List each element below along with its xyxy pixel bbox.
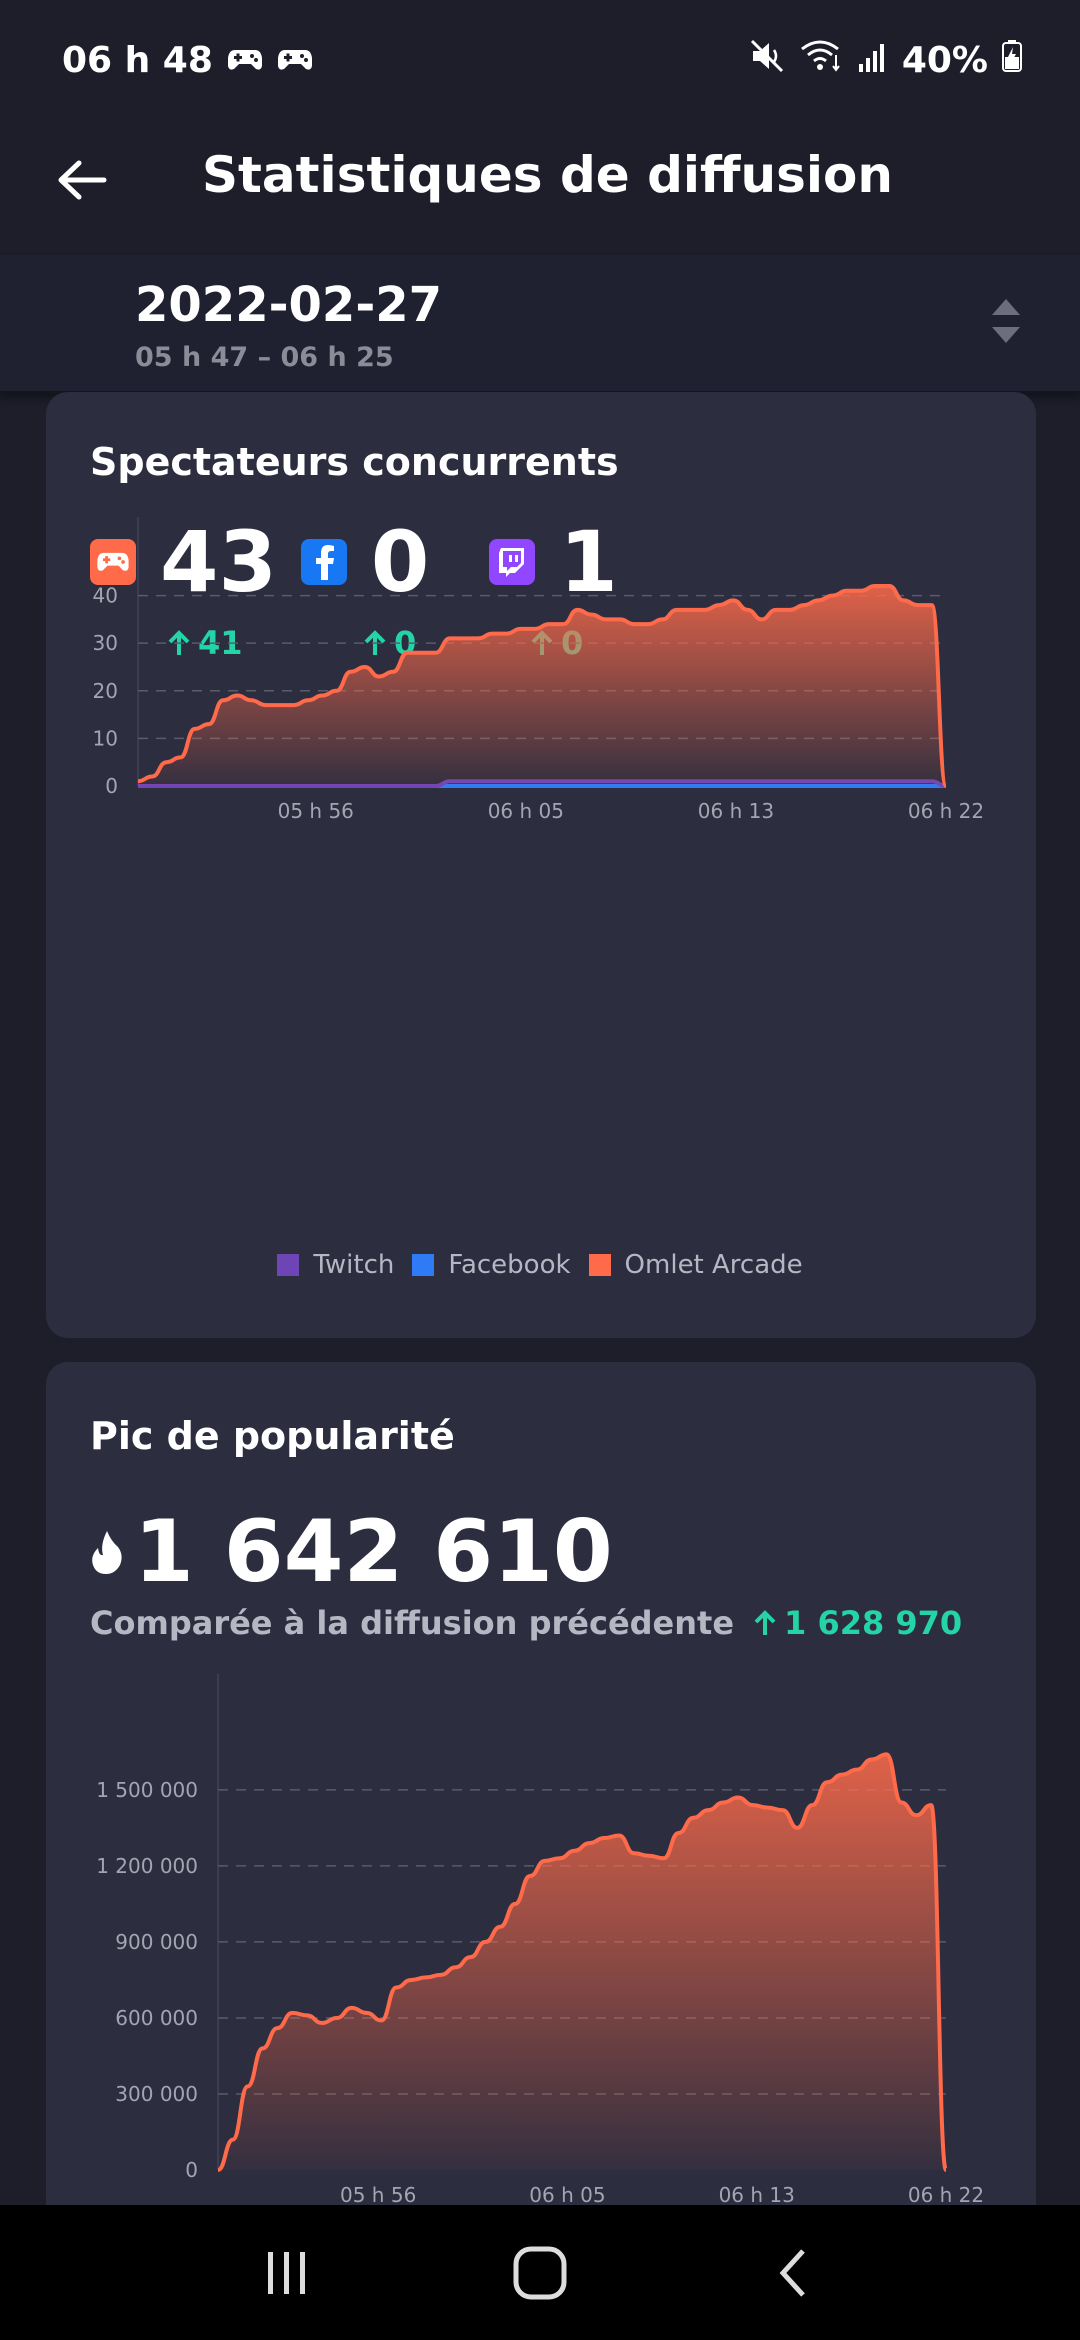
concurrent-viewers-card: Spectateurs concurrents 43 0 1 41 0 (46, 392, 1036, 1338)
omlet-viewer-count: 43 (160, 513, 277, 611)
date-selector[interactable]: 2022-02-27 05 h 47 – 06 h 25 (0, 255, 1080, 393)
legend-item-omlet[interactable]: Omlet Arcade (588, 1250, 803, 1280)
legend-label: Twitch (313, 1250, 395, 1280)
legend-swatch (588, 1254, 611, 1276)
home-icon (513, 2246, 567, 2299)
card-title: Spectateurs concurrents (90, 440, 619, 484)
y-tick-label: 0 (185, 2158, 198, 2182)
legend-item-facebook[interactable]: Facebook (412, 1250, 571, 1280)
status-left: 06 h 48 (62, 40, 313, 81)
concurrent-viewers-chart: 0 10 20 30 40 05 h 56 06 h 05 06 h 13 06 h 22 (93, 517, 984, 823)
series-area (138, 586, 946, 786)
gamepad-icon (277, 40, 313, 81)
card-title: Pic de popularité (90, 1414, 455, 1458)
facebook-count: 0 (300, 513, 430, 611)
home-button[interactable] (500, 2233, 580, 2313)
facebook-viewer-count: 0 (370, 513, 430, 611)
arrow-up-icon (168, 630, 190, 655)
status-bar: 06 h 48 40% (0, 0, 1080, 120)
x-tick-label: 06 h 22 (908, 799, 984, 823)
omlet-arcade-icon (90, 539, 136, 585)
signal-icon (858, 40, 888, 81)
popularity-peak-card: Pic de popularité 1 642 610 Comparée à l… (46, 1362, 1036, 2340)
y-tick-label: 1 200 000 (96, 1854, 198, 1878)
popularity-chart: 0 300 000 600 000 900 000 1 200 000 1 500 000… (96, 1674, 984, 2207)
page-title: Statistiques de diffusion (202, 146, 893, 204)
arrow-up-icon (754, 1610, 776, 1635)
battery-icon (1002, 39, 1022, 81)
stream-date: 2022-02-27 (135, 277, 443, 333)
omlet-count: 43 (90, 520, 277, 604)
series-line (217, 1752, 948, 2172)
omlet-delta: 41 (168, 624, 243, 662)
arrow-up-icon (364, 630, 386, 655)
recent-apps-icon (267, 2251, 305, 2294)
chart-legend: Twitch Facebook Omlet Arcade (0, 1250, 1080, 1280)
mute-icon (750, 39, 786, 82)
y-tick-label: 1 500 000 (96, 1778, 198, 1802)
app-bar: Statistiques de diffusion (0, 120, 1080, 240)
x-tick-label: 05 h 56 (278, 799, 354, 823)
arrow-left-icon (58, 160, 107, 200)
y-tick-label: 0 (105, 774, 118, 798)
flame-icon (92, 1531, 122, 1574)
compare-label: Comparée à la diffusion précédente (90, 1604, 735, 1642)
twitch-count: 1 (489, 513, 618, 611)
legend-swatch (277, 1254, 300, 1276)
status-right: 40% (750, 39, 1022, 82)
x-tick-label: 06 h 05 (529, 2183, 605, 2207)
x-tick-label: 06 h 13 (719, 2183, 795, 2207)
chevron-left-icon (779, 2248, 806, 2297)
system-nav-bar (0, 2205, 1080, 2340)
legend-label: Omlet Arcade (624, 1250, 803, 1280)
x-tick-label: 05 h 56 (340, 2183, 416, 2207)
series-line (137, 584, 948, 788)
compare-row: Comparée à la diffusion précédente 1 628… (90, 1604, 962, 1642)
y-tick-label: 40 (93, 584, 118, 608)
x-tick-label: 06 h 13 (698, 799, 774, 823)
twitch-viewer-count: 1 (559, 513, 618, 611)
x-tick-label: 06 h 22 (908, 2183, 984, 2207)
twitch-icon (489, 539, 536, 585)
wifi-icon (800, 39, 844, 82)
series-area (218, 1754, 946, 2170)
status-time: 06 h 48 (62, 39, 213, 81)
back-nav-button[interactable] (753, 2233, 833, 2313)
battery-percent: 40% (901, 39, 988, 81)
y-tick-label: 10 (93, 726, 118, 750)
compare-delta-value: 1 628 970 (784, 1604, 963, 1642)
peak-number: 1 642 610 (134, 1502, 613, 1602)
platform-counts: 43 0 1 (90, 520, 638, 604)
peak-value: 1 642 610 (90, 1502, 613, 1602)
y-tick-label: 20 (93, 679, 118, 703)
legend-label: Facebook (448, 1250, 571, 1280)
facebook-icon (300, 539, 347, 585)
recent-apps-button[interactable] (247, 2233, 327, 2313)
legend-swatch (412, 1254, 435, 1276)
compare-delta: 1 628 970 (754, 1604, 962, 1642)
y-tick-label: 600 000 (115, 2006, 198, 2030)
x-tick-label: 06 h 05 (488, 799, 564, 823)
y-tick-label: 30 (93, 631, 118, 655)
stream-time-range: 05 h 47 – 06 h 25 (135, 342, 394, 373)
back-button[interactable] (50, 148, 114, 212)
gamepad-icon (227, 40, 263, 81)
legend-item-twitch[interactable]: Twitch (277, 1250, 394, 1280)
sort-icon[interactable] (988, 295, 1024, 347)
y-tick-label: 300 000 (115, 2082, 198, 2106)
y-tick-label: 900 000 (115, 1930, 198, 1954)
